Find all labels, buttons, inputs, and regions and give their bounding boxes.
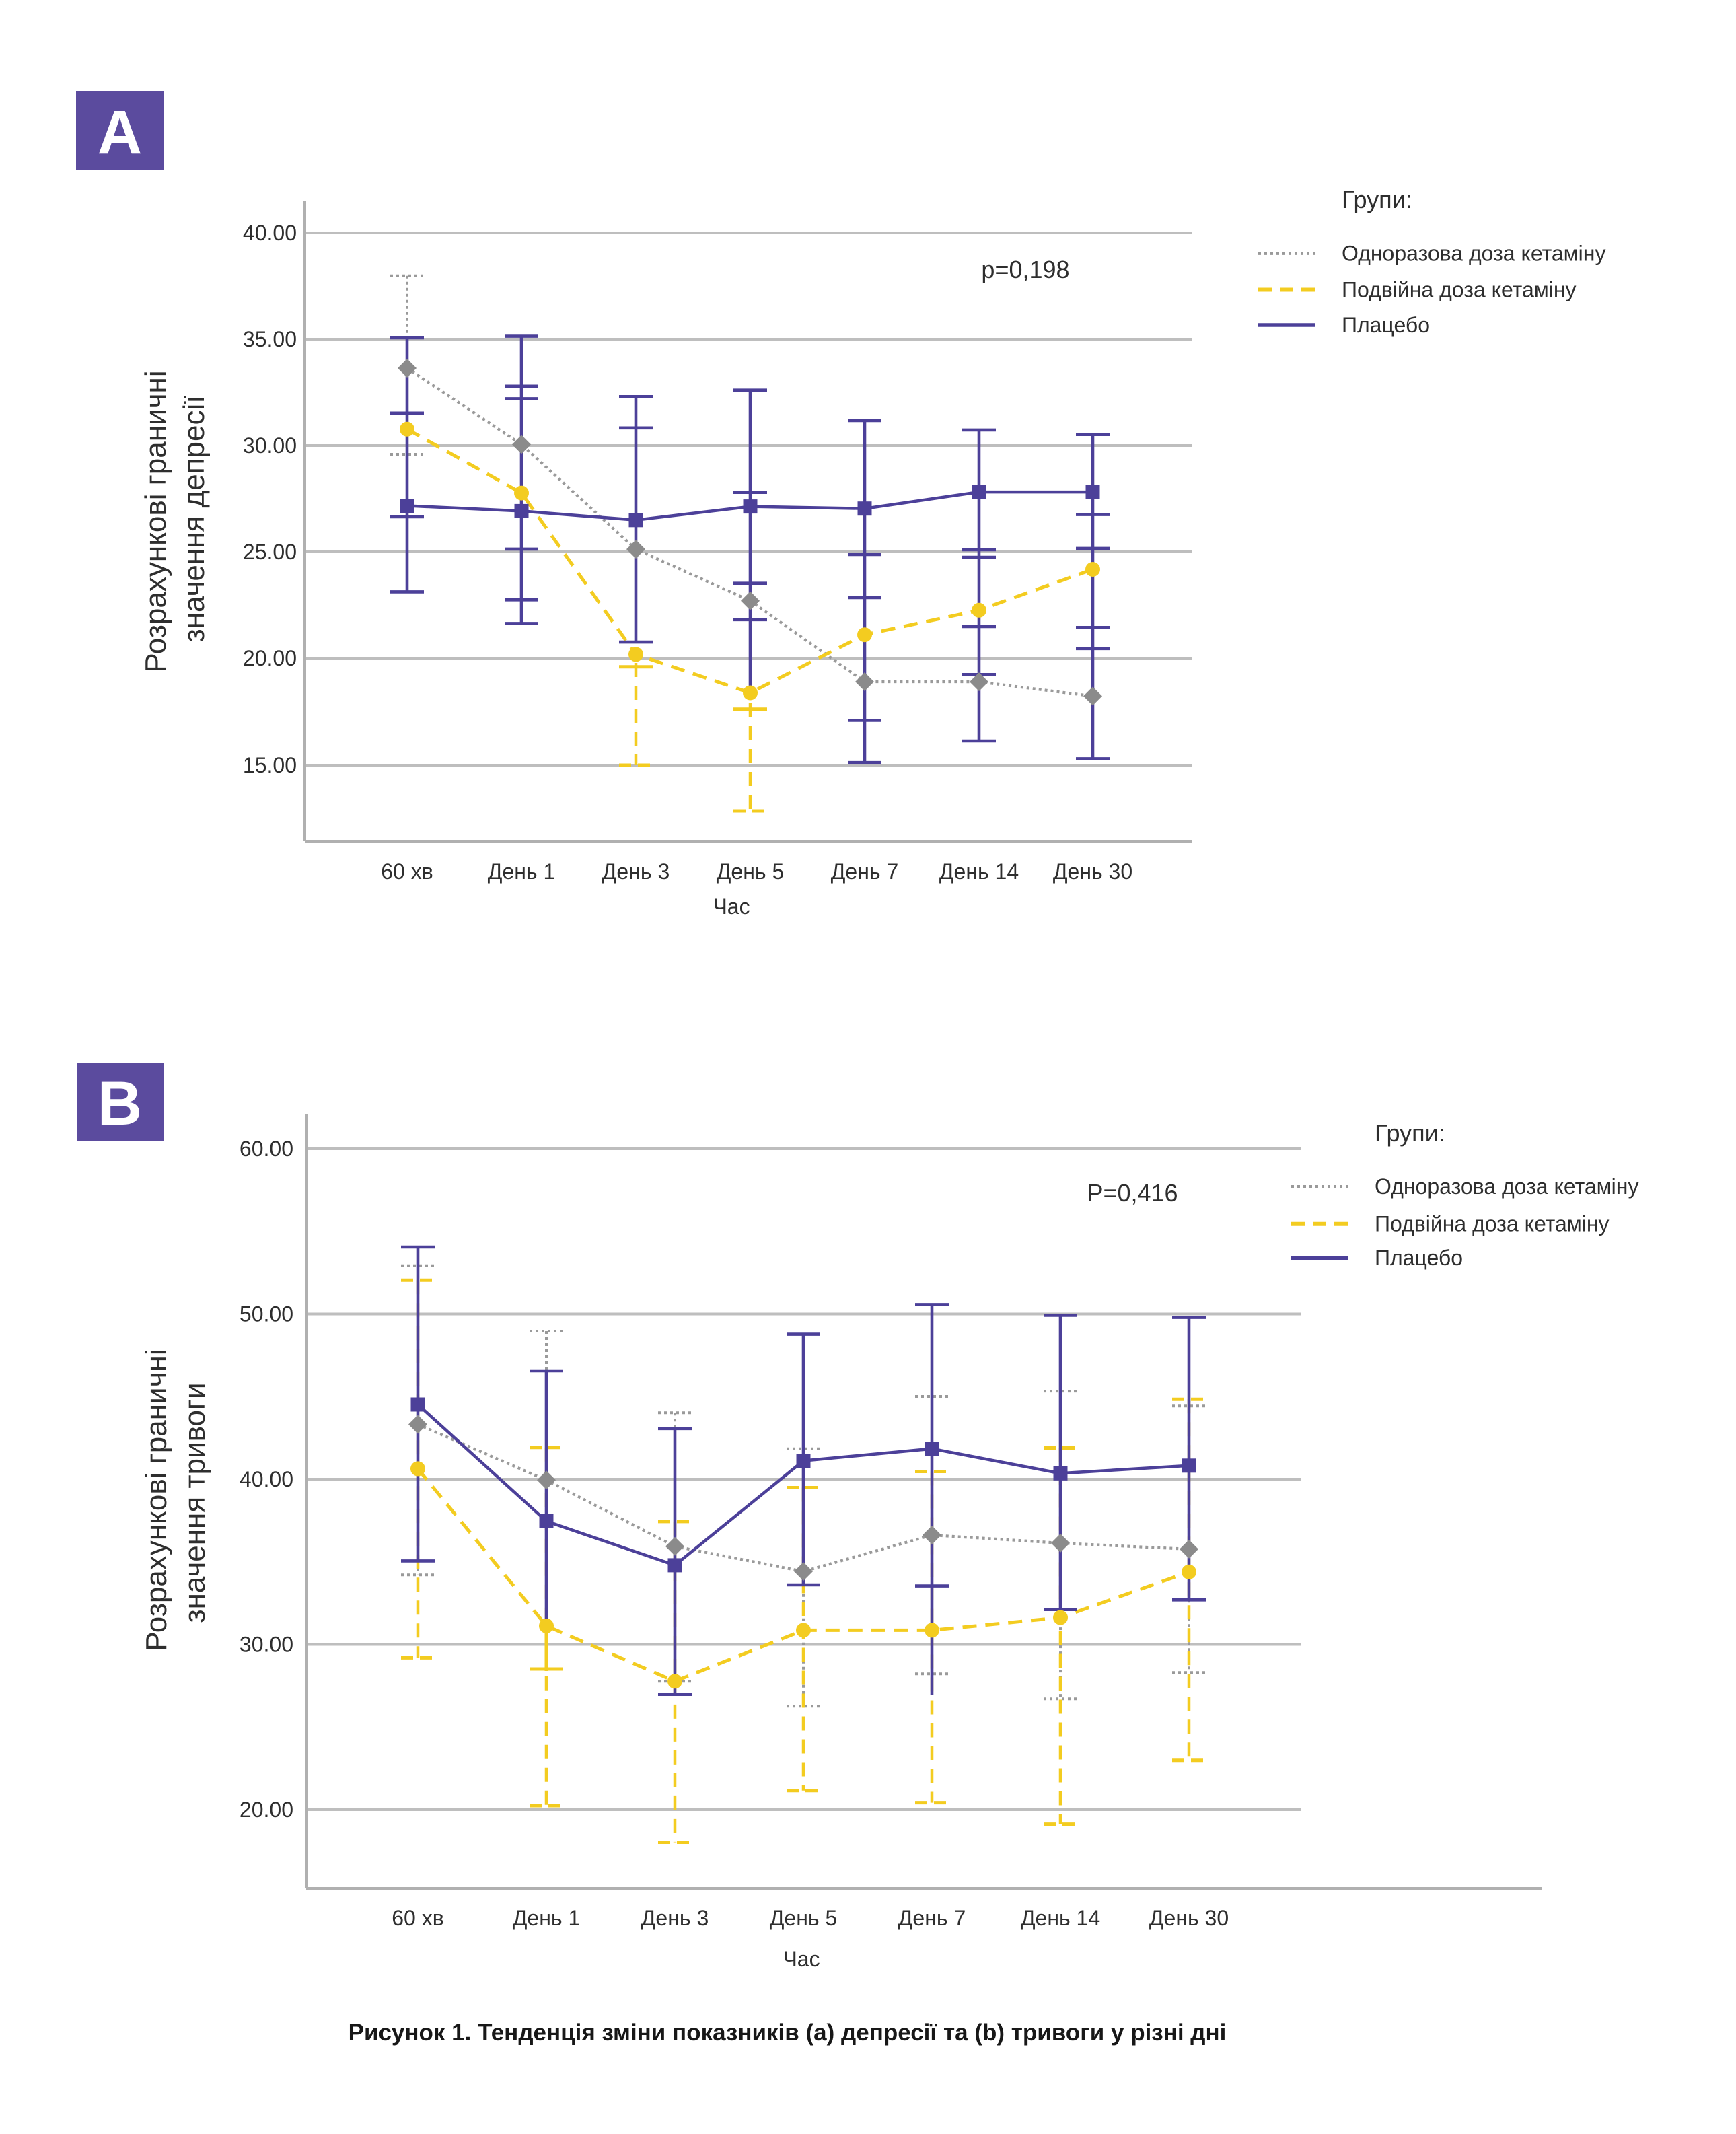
svg-text:Розрахункові граничні: Розрахункові граничні [140, 1349, 173, 1651]
svg-text:День 14: День 14 [939, 859, 1019, 884]
svg-text:День 1: День 1 [513, 1906, 581, 1930]
svg-text:Плацебо: Плацебо [1375, 1246, 1463, 1270]
svg-text:30.00: 30.00 [243, 433, 297, 458]
svg-text:Рисунок 1. Тенденція зміни пок: Рисунок 1. Тенденція зміни показників (а… [349, 2020, 1227, 2046]
svg-text:60.00: 60.00 [240, 1137, 293, 1161]
svg-text:A: A [98, 98, 142, 167]
svg-text:Одноразова доза кетаміну: Одноразова доза кетаміну [1375, 1174, 1638, 1199]
svg-text:День 5: День 5 [717, 859, 785, 884]
svg-text:35.00: 35.00 [243, 327, 297, 351]
svg-text:25.00: 25.00 [243, 540, 297, 564]
svg-text:День 7: День 7 [898, 1906, 966, 1930]
svg-text:День 3: День 3 [641, 1906, 709, 1930]
svg-text:20.00: 20.00 [243, 646, 297, 670]
svg-text:День 7: День 7 [831, 859, 899, 884]
svg-text:40.00: 40.00 [240, 1467, 293, 1491]
svg-text:Подвійна доза кетаміну: Подвійна доза кетаміну [1375, 1212, 1610, 1236]
svg-text:День 14: День 14 [1021, 1906, 1100, 1930]
svg-text:40.00: 40.00 [243, 221, 297, 245]
svg-text:Плацебо: Плацебо [1342, 313, 1430, 337]
svg-text:День 30: День 30 [1053, 859, 1132, 884]
svg-text:30.00: 30.00 [240, 1633, 293, 1657]
svg-text:День 30: День 30 [1149, 1906, 1229, 1930]
svg-text:Подвійна доза кетаміну: Подвійна доза кетаміну [1342, 278, 1577, 302]
svg-text:P=0,416: P=0,416 [1087, 1179, 1178, 1207]
svg-text:50.00: 50.00 [240, 1302, 293, 1326]
svg-text:Час: Час [713, 894, 750, 919]
svg-text:Групи:: Групи: [1375, 1119, 1445, 1147]
svg-text:Групи:: Групи: [1342, 186, 1412, 213]
svg-text:значення тривоги: значення тривоги [178, 1382, 211, 1623]
svg-text:15.00: 15.00 [243, 753, 297, 777]
svg-text:Розрахункові граничні: Розрахункові граничні [139, 370, 172, 672]
svg-text:60 хв: 60 хв [381, 859, 433, 884]
svg-text:День 3: День 3 [602, 859, 670, 884]
svg-text:B: B [98, 1069, 142, 1138]
svg-text:20.00: 20.00 [240, 1798, 293, 1822]
svg-text:Одноразова доза кетаміну: Одноразова доза кетаміну [1342, 242, 1605, 266]
svg-text:p=0,198: p=0,198 [981, 256, 1069, 283]
svg-text:День 1: День 1 [488, 859, 556, 884]
svg-text:значення депресії: значення депресії [178, 396, 211, 643]
svg-text:День 5: День 5 [770, 1906, 838, 1930]
svg-text:60 хв: 60 хв [392, 1906, 443, 1930]
svg-text:Час: Час [783, 1947, 820, 1971]
